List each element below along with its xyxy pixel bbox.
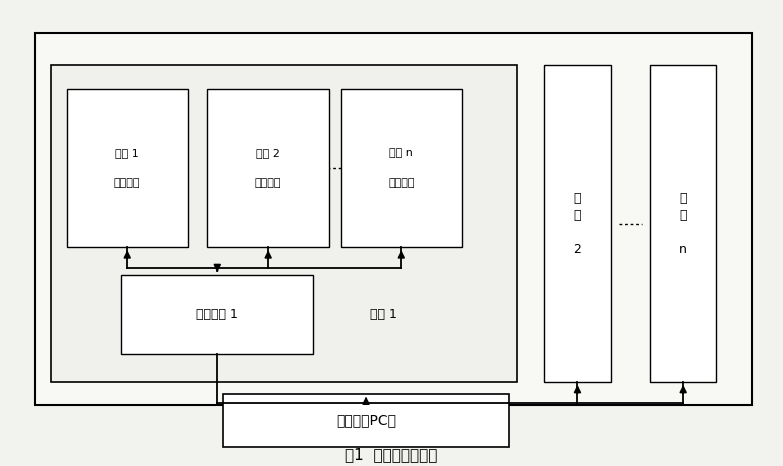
Bar <box>650 65 716 382</box>
Text: 楼
层

n: 楼 层 n <box>679 192 687 256</box>
Bar <box>223 394 509 447</box>
Text: 图1  系统模型拓扑图: 图1 系统模型拓扑图 <box>345 447 438 462</box>
Text: 宿舍 2

终端模块: 宿舍 2 终端模块 <box>255 148 281 187</box>
Text: 中控模块 1: 中控模块 1 <box>197 308 238 321</box>
Bar <box>207 89 329 247</box>
Bar <box>35 33 752 405</box>
Bar <box>341 89 462 247</box>
Text: 上机位（PC）: 上机位（PC） <box>336 413 396 428</box>
Bar <box>544 65 611 382</box>
Bar <box>121 275 313 354</box>
Text: 楼
层

2: 楼 层 2 <box>573 192 582 256</box>
Bar <box>67 89 188 247</box>
Text: 宿舍 1

终端模块: 宿舍 1 终端模块 <box>114 148 140 187</box>
Bar <box>51 65 517 382</box>
Text: 楼层 1: 楼层 1 <box>370 308 397 321</box>
Text: 宿舍 n

终端模块: 宿舍 n 终端模块 <box>388 148 414 187</box>
